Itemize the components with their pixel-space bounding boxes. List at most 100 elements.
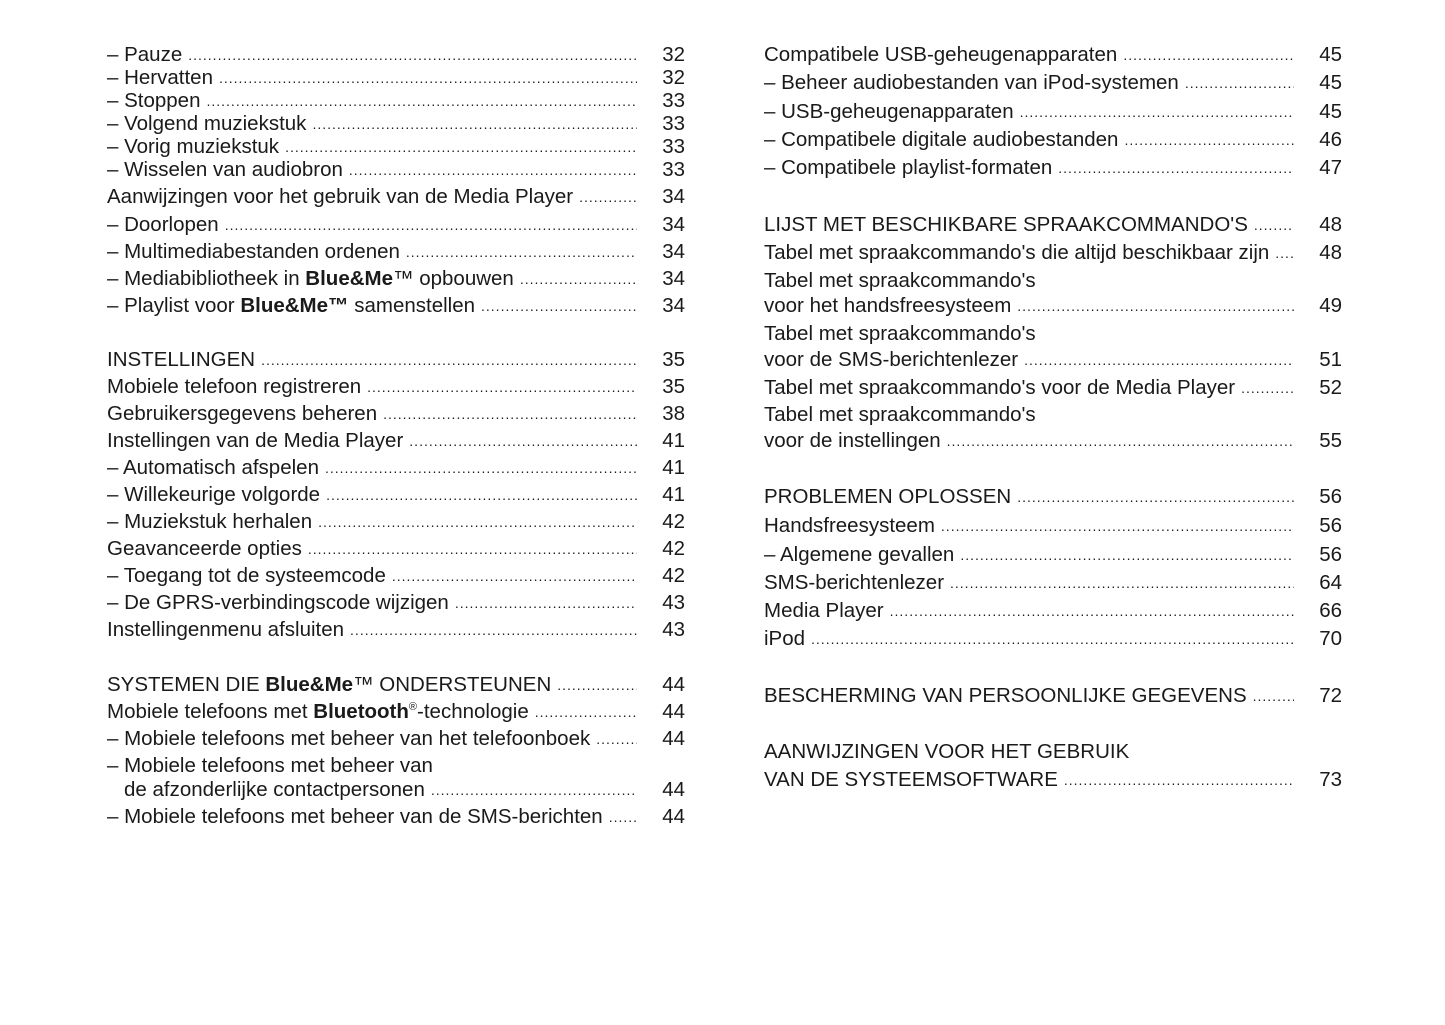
dot-leader	[431, 777, 637, 803]
page-number: 33	[662, 112, 685, 135]
toc-entry: – Toegang tot de systeemcode 42	[107, 563, 685, 589]
page-number: 38	[662, 402, 685, 425]
toc-entry: – Playlist voor Blue&Me™ samenstellen 34	[107, 293, 685, 319]
dot-leader	[890, 598, 1294, 624]
dot-leader	[1017, 484, 1294, 510]
title-segment: SYSTEMEN DIE	[107, 673, 266, 696]
page-number: 44	[662, 700, 685, 723]
dot-leader	[308, 536, 637, 562]
toc-entry-title: Handsfreesysteem	[764, 514, 935, 537]
toc-entry-title: Mobiele telefoons met Bluetooth®-technol…	[107, 699, 529, 725]
toc-entry-title: Mobiele telefoon registreren	[107, 375, 362, 398]
toc-entry: voor het handsfreesysteem 49	[764, 293, 1342, 319]
page-number: 34	[662, 267, 685, 290]
dot-leader	[349, 157, 637, 183]
dot-leader	[579, 184, 637, 210]
title-segment: ®	[408, 701, 418, 714]
page-number: 41	[662, 429, 685, 452]
toc-entry-title: – Mobiele telefoons met beheer van het t…	[107, 727, 591, 750]
dot-leader	[325, 455, 637, 481]
toc-entry-title: Tabel met spraakcommando's	[764, 322, 1036, 345]
toc-entry-title: Tabel met spraakcommando's	[764, 403, 1036, 426]
toc-entry: Gebruikersgegevens beheren 38	[107, 401, 685, 427]
toc-entry: Compatibele USB-geheugenapparaten 45	[764, 42, 1342, 68]
title-segment: Mobiele telefoons met	[107, 700, 314, 723]
dot-leader	[941, 513, 1294, 539]
brand-name: Blue&Me	[265, 673, 354, 696]
title-segment: – Mediabibliotheek in	[107, 267, 306, 290]
toc-entry: voor de SMS-berichtenlezer 51	[764, 347, 1342, 373]
toc-entry-title: – De GPRS-verbindingscode wijzigen	[107, 591, 449, 614]
title-segment: samenstellen	[348, 294, 476, 317]
toc-entry-title: – Doorlopen	[107, 213, 219, 236]
toc-entry-title: voor het handsfreesysteem	[764, 294, 1012, 317]
page-number: 41	[662, 483, 685, 506]
toc-entry: – Muziekstuk herhalen 42	[107, 509, 685, 535]
page-number	[1300, 321, 1342, 347]
toc-entry: – Compatibele playlist-formaten 47	[764, 155, 1342, 181]
toc-entry: Tabel met spraakcommando's voor de Media…	[764, 375, 1342, 401]
title-segment: -technologie	[417, 700, 529, 723]
toc-entry: de afzonderlijke contactpersonen 44	[107, 777, 685, 803]
page-number: 45	[1319, 43, 1342, 66]
dot-leader	[409, 428, 637, 454]
page-number: 72	[1319, 684, 1342, 707]
toc-entry-title: – Automatisch afspelen	[107, 456, 319, 479]
dot-leader	[367, 374, 637, 400]
brand-name: Blue&Me	[305, 267, 394, 290]
toc-entry: Instellingenmenu afsluiten 43	[107, 617, 685, 643]
page-number: 46	[1319, 128, 1342, 151]
page-number: 44	[662, 805, 685, 828]
dot-leader	[383, 401, 637, 427]
toc-entry: Handsfreesysteem 56	[764, 513, 1342, 539]
toc-entry: PROBLEMEN OPLOSSEN 56	[764, 484, 1342, 510]
toc-entry-title: – Compatibele digitale audiobestanden	[764, 128, 1119, 151]
toc-entry-title: de afzonderlijke contactpersonen	[124, 778, 425, 801]
page-number: 33	[662, 158, 685, 181]
toc-entry: – Mobiele telefoons met beheer van de SM…	[107, 804, 685, 830]
toc-entry-title: – Playlist voor Blue&Me™ samenstellen	[107, 293, 475, 319]
toc-entry-title: – Vorig muziekstuk	[107, 135, 280, 158]
dot-leader	[1017, 293, 1294, 319]
dot-leader	[1064, 767, 1294, 793]
toc-entry-title: – Willekeurige volgorde	[107, 483, 321, 506]
page-number: 49	[1319, 294, 1342, 317]
toc-entry-title: BESCHERMING VAN PERSOONLIJKE GEGEVENS	[764, 684, 1247, 707]
page-number: 35	[662, 375, 685, 398]
toc-entry: – Hervatten 32	[107, 65, 685, 91]
toc-entry: voor de instellingen 55	[764, 428, 1342, 454]
toc-entry: Tabel met spraakcommando's die altijd be…	[764, 240, 1342, 266]
brand-name: Blue&Me™	[240, 294, 349, 317]
toc-entry: SYSTEMEN DIE Blue&Me™ ONDERSTEUNEN 44	[107, 672, 685, 698]
toc-entry-title: – Multimediabestanden ordenen	[107, 240, 400, 263]
toc-entry: – Mobiele telefoons met beheer van	[107, 753, 685, 779]
dot-leader	[1124, 127, 1294, 153]
dot-leader	[261, 347, 637, 373]
dot-leader	[596, 726, 637, 752]
page-number: 42	[662, 510, 685, 533]
toc-entry-title: LIJST MET BESCHIKBARE SPRAAKCOMMANDO'S	[764, 213, 1248, 236]
toc-entry-title: Gebruikersgegevens beheren	[107, 402, 378, 425]
toc-entry-title: Aanwijzingen voor het gebruik van de Med…	[107, 185, 574, 208]
toc-entry: BESCHERMING VAN PERSOONLIJKE GEGEVENS 72	[764, 683, 1342, 709]
toc-entry: – Doorlopen 34	[107, 212, 685, 238]
brand-name: Bluetooth	[313, 700, 409, 723]
toc-entry: – Volgend muziekstuk 33	[107, 111, 685, 137]
toc-entry-title: – Toegang tot de systeemcode	[107, 564, 386, 587]
page-number	[643, 753, 685, 779]
dot-leader	[1058, 155, 1294, 181]
dot-leader	[1185, 70, 1294, 96]
page-number: 55	[1319, 429, 1342, 452]
dot-leader	[481, 293, 637, 319]
dot-leader	[1241, 375, 1294, 401]
page-number: 44	[662, 778, 685, 801]
dot-leader	[950, 570, 1294, 596]
dot-leader	[947, 428, 1294, 454]
toc-entry-title: voor de SMS-berichtenlezer	[764, 348, 1019, 371]
dot-leader	[1254, 212, 1294, 238]
toc-entry-title: voor de instellingen	[764, 429, 941, 452]
toc-entry: – Pauze 32	[107, 42, 685, 68]
page-number: 44	[662, 673, 685, 696]
page-number: 52	[1319, 376, 1342, 399]
toc-entry-title: – USB-geheugenapparaten	[764, 100, 1014, 123]
